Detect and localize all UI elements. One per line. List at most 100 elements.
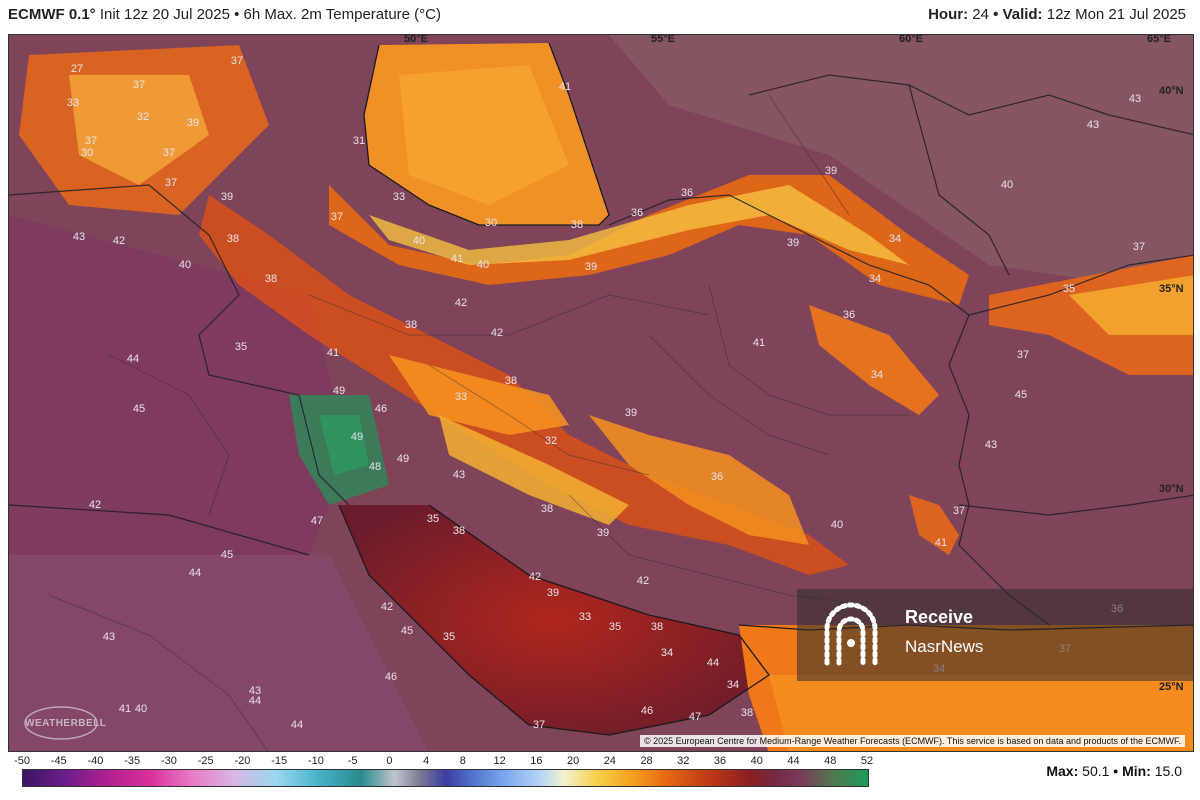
temp-value: 45 <box>132 403 146 415</box>
model-name: ECMWF 0.1° <box>8 6 96 23</box>
temp-value: 42 <box>112 235 126 247</box>
temp-value: 45 <box>220 549 234 561</box>
caspian-sea-core <box>399 65 569 205</box>
lat-25-label: 25°N <box>1159 681 1184 693</box>
colorbar-tick-label: 32 <box>677 755 690 767</box>
temp-value: 42 <box>454 297 468 309</box>
colorbar-tick-label: 28 <box>640 755 653 767</box>
temp-value: 40 <box>134 703 148 715</box>
colorbar-tick-label: 36 <box>713 755 727 767</box>
temp-value: 35 <box>426 513 440 525</box>
temp-value: 44 <box>188 567 202 579</box>
temp-value: 39 <box>786 237 800 249</box>
colorbar-tick-label: 20 <box>566 755 580 767</box>
temp-value: 43 <box>984 439 998 451</box>
temp-value: 45 <box>1014 389 1028 401</box>
afghan-pakistan-border <box>958 494 1193 516</box>
temp-value: 32 <box>544 435 558 447</box>
max-value: 50.1 <box>1082 763 1110 779</box>
temp-value: 41 <box>934 537 948 549</box>
afghan-core <box>1069 275 1193 335</box>
temp-value: 34 <box>868 273 882 285</box>
temp-value: 42 <box>490 327 504 339</box>
min-value: 15.0 <box>1154 763 1182 779</box>
temp-value: 39 <box>624 407 638 419</box>
colorbar: -50 -45 -40 -35 -30 -25 -20 -15 -10 -5 0 4 8 12 16 20 24… <box>10 755 1010 800</box>
extreme-core <box>319 415 369 475</box>
persian-gulf-coast <box>338 504 770 736</box>
temp-value: 39 <box>546 587 560 599</box>
nasrnews-logo-icon <box>824 602 878 666</box>
colorbar-tick-label: 12 <box>493 755 506 767</box>
temp-value: 46 <box>384 671 398 683</box>
init-time: Init 12z 20 Jul 2025 <box>99 6 230 23</box>
temp-value: 43 <box>1128 93 1142 105</box>
temp-value: 38 <box>504 375 518 387</box>
central-asia-terrain <box>609 35 1193 295</box>
lat-40-label: 40°N <box>1159 85 1184 97</box>
colorbar-tick-label: -30 <box>161 755 177 767</box>
temp-value: 33 <box>66 97 80 109</box>
weatherbell-logo-icon <box>24 706 98 740</box>
province-line-6 <box>108 354 230 516</box>
colorbar-tick-label: -10 <box>307 755 324 767</box>
temp-value: 47 <box>688 711 702 723</box>
colorbar-tick-label: 24 <box>603 755 616 767</box>
temp-value: 42 <box>88 499 102 511</box>
afghan-north-border <box>968 254 1193 316</box>
temp-value: 37 <box>164 177 178 189</box>
province-line-8 <box>768 94 850 216</box>
temp-value: 44 <box>706 657 720 669</box>
max-min-stats: Max: 50.1 • Min: 15.0 <box>1046 763 1182 779</box>
iran-afghan-border <box>948 314 1050 626</box>
province-line-3 <box>648 334 830 456</box>
header-title: ECMWF 0.1° Init 12z 20 Jul 2025 • 6h Max… <box>8 6 441 23</box>
temp-value: 37 <box>132 79 146 91</box>
temp-value: 35 <box>442 631 456 643</box>
province-line-2 <box>428 364 650 476</box>
arabia-terrain <box>9 555 428 751</box>
temp-value: 38 <box>740 707 754 719</box>
header-valid: Hour: 24 • Valid: 12z Mon 21 Jul 2025 <box>928 6 1186 23</box>
valid-value: 12z Mon 21 Jul 2025 <box>1046 6 1186 23</box>
temp-value: 49 <box>332 385 346 397</box>
temp-value: 42 <box>380 601 394 613</box>
temp-value: 37 <box>162 147 176 159</box>
temp-value: 38 <box>650 621 664 633</box>
colorbar-tick-label: 52 <box>860 755 874 767</box>
colorbar-tick-label: 16 <box>530 755 543 767</box>
temperature-map[interactable]: 50°E 55°E 60°E 65°E 40°N 35°N 30°N 25°N … <box>8 34 1194 752</box>
arabian-sea-core <box>769 675 1193 751</box>
zagros-core-south <box>589 415 809 545</box>
temp-value: 43 <box>72 231 86 243</box>
lon-50-label: 50°E <box>404 34 428 45</box>
hour-label: Hour: <box>928 6 969 23</box>
colorbar-tick-label: -25 <box>197 755 214 767</box>
temp-value: 40 <box>412 235 426 247</box>
colorbar-tick-label: -50 <box>14 755 30 767</box>
max-label: Max: <box>1046 763 1079 779</box>
temp-value: 36 <box>710 471 724 483</box>
temp-value: 39 <box>186 117 200 129</box>
temp-value: 41 <box>326 347 340 359</box>
temp-value: 37 <box>330 211 344 223</box>
temp-value: 41 <box>558 81 572 93</box>
watermark-line1: Receive <box>905 607 974 627</box>
colorbar-tick-label: -45 <box>50 755 67 767</box>
temp-value: 40 <box>476 259 490 271</box>
temp-value: 33 <box>578 611 592 623</box>
iran-turkmenistan-border <box>608 194 970 316</box>
temp-value: 33 <box>454 391 468 403</box>
baluchistan-hot-spot <box>909 495 959 555</box>
temp-value: 39 <box>220 191 234 203</box>
lat-35-label: 35°N <box>1159 283 1184 295</box>
temp-value: 44 <box>248 695 262 707</box>
colorbar-tick-label: 0 <box>386 755 393 767</box>
lon-60-label: 60°E <box>899 34 923 45</box>
province-line-7 <box>48 594 269 751</box>
temp-value: 27 <box>70 63 84 75</box>
province-line-1 <box>308 294 710 336</box>
weatherbell-logo: WEATHERBELL <box>21 701 117 741</box>
eastern-iran-band <box>809 305 939 415</box>
temp-value: 36 <box>630 207 644 219</box>
